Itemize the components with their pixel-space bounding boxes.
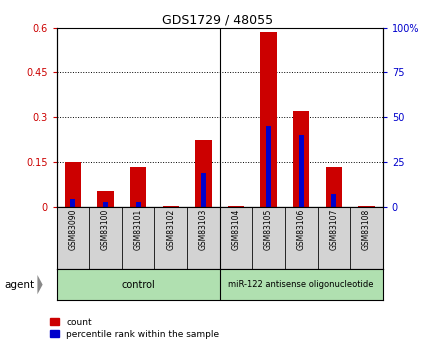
Polygon shape xyxy=(37,275,43,294)
Bar xyxy=(325,167,341,207)
Bar xyxy=(56,269,219,300)
Bar xyxy=(331,194,335,207)
Text: GSM83108: GSM83108 xyxy=(361,209,370,250)
Bar xyxy=(103,201,108,207)
Text: GSM83100: GSM83100 xyxy=(101,209,110,250)
Bar xyxy=(252,207,284,269)
Bar xyxy=(227,206,243,207)
Text: GSM83103: GSM83103 xyxy=(198,209,207,250)
Bar xyxy=(317,207,349,269)
Text: GSM83101: GSM83101 xyxy=(133,209,142,250)
Bar xyxy=(201,173,205,207)
Bar xyxy=(349,207,382,269)
Bar xyxy=(70,199,75,207)
Bar xyxy=(260,32,276,207)
Bar xyxy=(154,207,187,269)
Text: GSM83105: GSM83105 xyxy=(263,209,273,250)
Bar xyxy=(195,140,211,207)
Bar xyxy=(219,269,382,300)
Text: miR-122 antisense oligonucleotide: miR-122 antisense oligonucleotide xyxy=(228,280,373,289)
Bar xyxy=(89,207,122,269)
Bar xyxy=(284,207,317,269)
Text: agent: agent xyxy=(4,280,34,289)
Bar xyxy=(298,135,303,207)
Bar xyxy=(56,207,89,269)
Text: GSM83107: GSM83107 xyxy=(329,209,338,250)
Bar xyxy=(293,111,309,207)
Bar xyxy=(122,207,154,269)
Bar xyxy=(266,126,270,207)
Bar xyxy=(358,206,374,207)
Bar xyxy=(219,207,252,269)
Text: GSM83090: GSM83090 xyxy=(68,209,77,250)
Text: GSM83106: GSM83106 xyxy=(296,209,305,250)
Text: GDS1729 / 48055: GDS1729 / 48055 xyxy=(161,14,273,27)
Bar xyxy=(130,167,146,207)
Text: GSM83104: GSM83104 xyxy=(231,209,240,250)
Legend: count, percentile rank within the sample: count, percentile rank within the sample xyxy=(48,316,220,341)
Bar xyxy=(97,190,113,207)
Bar xyxy=(187,207,219,269)
Bar xyxy=(65,161,81,207)
Text: GSM83102: GSM83102 xyxy=(166,209,175,250)
Bar xyxy=(135,201,140,207)
Text: control: control xyxy=(121,280,155,289)
Bar xyxy=(162,206,178,207)
